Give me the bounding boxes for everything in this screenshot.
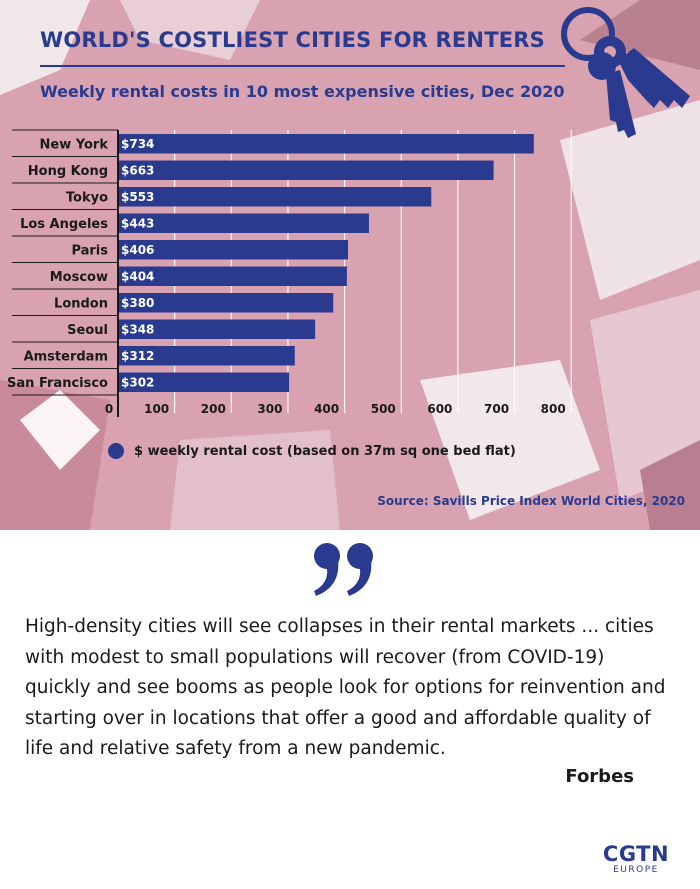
bar [118,372,290,392]
keys-icon [561,7,690,138]
logo-subtitle: EUROPE [613,865,659,875]
quote-attribution: Forbes [565,766,634,787]
x-tick-label: 500 [371,402,396,416]
bar [118,346,295,366]
data-label: $443 [121,216,154,230]
bar [118,240,348,260]
category-label: Hong Kong [28,164,108,179]
x-tick-label: 600 [427,402,452,416]
x-tick-label: 400 [314,402,339,416]
logo-wordmark: CGTN [602,842,670,866]
quote-text: High-density cities will see collapses i… [25,616,666,759]
cgtn-logo: CGTN EUROPE [600,843,672,875]
data-label: $312 [121,349,154,363]
data-label: $348 [121,322,154,336]
category-label: Seoul [67,323,108,338]
quote-mark-icon [314,543,373,596]
data-label: $734 [121,137,154,151]
page-title: WORLD'S COSTLIEST CITIES FOR RENTERS [40,28,545,52]
x-tick-label: 0 [105,402,113,416]
category-label: Moscow [50,270,108,285]
bar-chart: New York $734 Hong Kong $663 Tokyo $553 Los An… [7,129,572,417]
category-label: New York [40,137,109,152]
data-label: $380 [121,296,154,310]
houses-background-image [0,0,700,530]
legend-swatch [108,443,124,459]
x-tick-label: 800 [541,402,566,416]
data-label: $663 [121,163,154,177]
bar [118,134,534,154]
category-label: London [54,296,108,311]
data-label: $553 [121,190,154,204]
data-label: $302 [121,375,154,389]
bar [118,160,494,180]
x-tick-label: 200 [201,402,226,416]
bar [118,187,432,207]
bar [118,266,347,286]
category-label: Tokyo [66,190,108,205]
header-section: WORLD'S COSTLIEST CITIES FOR RENTERS Wee… [0,0,700,530]
chart-subtitle: Weekly rental costs in 10 most expensive… [40,82,565,101]
source-note: Source: Savills Price Index World Cities… [377,494,685,508]
category-label: Amsterdam [24,349,108,364]
bar [118,319,316,339]
category-label: Paris [71,243,108,258]
bar [118,293,334,313]
category-label: Los Angeles [20,217,108,232]
title-divider [40,65,565,67]
x-tick-label: 300 [257,402,282,416]
data-label: $404 [121,269,154,283]
bar [118,213,369,233]
legend-label: $ weekly rental cost (based on 37m sq on… [134,443,516,459]
x-tick-label: 100 [144,402,169,416]
x-tick-label: 700 [484,402,509,416]
data-label: $406 [121,243,154,257]
category-label: San Francisco [7,376,108,391]
chart-legend: $ weekly rental cost (based on 37m sq on… [108,443,516,459]
